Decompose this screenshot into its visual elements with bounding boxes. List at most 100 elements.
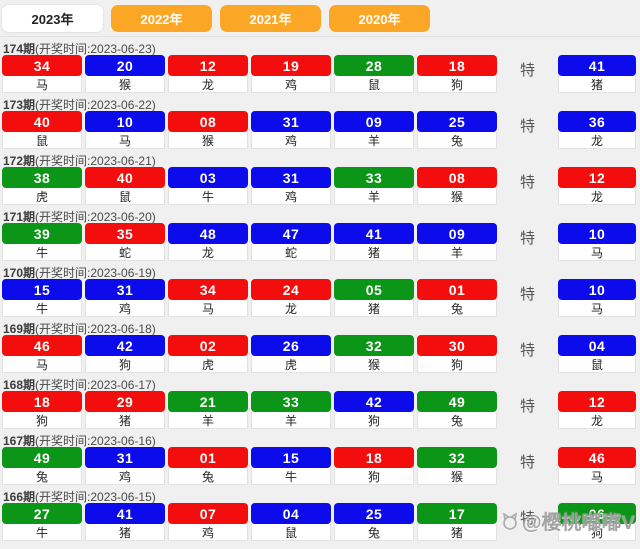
tab-year-2021[interactable]: 2021年: [220, 4, 321, 32]
ball-cell: 34 马: [2, 55, 82, 93]
ball-cell: 26 虎: [251, 335, 331, 373]
period-number: 168期: [3, 378, 36, 392]
ball-zodiac: 鼠: [251, 524, 331, 541]
ball-zodiac: 兔: [417, 132, 497, 149]
ball-number: 46: [558, 447, 636, 468]
ball-zodiac: 牛: [2, 244, 82, 261]
draw-block: 171期(开奖时间:2023-06-20) 39 牛 35 蛇 48 龙 47 …: [2, 206, 640, 262]
ball-zodiac: 狗: [334, 468, 414, 485]
ball-number: 39: [2, 223, 82, 244]
balls-row: 34 马 20 猴 12 龙 19 鸡 28 鼠 18 狗 特 41 猪: [2, 55, 640, 93]
ball-cell: 41 猪: [334, 223, 414, 261]
tab-year-2020[interactable]: 2020年: [329, 4, 430, 32]
draw-block: 169期(开奖时间:2023-06-18) 46 马 42 狗 02 虎 26 …: [2, 318, 640, 374]
ball-number: 33: [251, 391, 331, 412]
ball-cell: 10 马: [558, 223, 636, 261]
ball-zodiac: 鸡: [251, 76, 331, 93]
balls-row: 49 兔 31 鸡 01 兔 15 牛 18 狗 32 猴 特 46 马: [2, 447, 640, 485]
ball-number: 34: [2, 55, 82, 76]
ball-cell: 25 兔: [417, 111, 497, 149]
balls-row: 39 牛 35 蛇 48 龙 47 蛇 41 猪 09 羊 特 10 马: [2, 223, 640, 261]
ball-cell: 02 虎: [168, 335, 248, 373]
ball-number: 42: [334, 391, 414, 412]
ball-cell: 18 狗: [417, 55, 497, 93]
draw-time: (开奖时间:2023-06-23): [35, 42, 156, 56]
ball-number: 04: [251, 503, 331, 524]
ball-zodiac: 龙: [558, 188, 636, 205]
ball-zodiac: 鼠: [558, 356, 636, 373]
ball-cell: 40 鼠: [2, 111, 82, 149]
tab-year-2023[interactable]: 2023年: [2, 4, 103, 32]
ball-zodiac: 虎: [168, 356, 248, 373]
ball-zodiac: 马: [2, 76, 82, 93]
ball-number: 02: [168, 335, 248, 356]
ball-zodiac: 马: [558, 468, 636, 485]
period-header: 171期(开奖时间:2023-06-20): [2, 206, 640, 224]
ball-cell: 40 鼠: [85, 167, 165, 205]
period-number: 166期: [3, 490, 36, 504]
ball-cell: 31 鸡: [85, 279, 165, 317]
ball-number: 31: [251, 111, 331, 132]
ball-cell: 17 猪: [417, 503, 497, 541]
ball-cell: 41 猪: [558, 55, 636, 93]
ball-cell: 36 龙: [558, 111, 636, 149]
ball-cell: 31 鸡: [251, 111, 331, 149]
draw-block: 170期(开奖时间:2023-06-19) 15 牛 31 鸡 34 马 24 …: [2, 262, 640, 318]
ball-zodiac: 狗: [2, 412, 82, 429]
ball-number: 27: [2, 503, 82, 524]
ball-zodiac: 龙: [251, 300, 331, 317]
ball-number: 25: [417, 111, 497, 132]
ball-number: 09: [417, 223, 497, 244]
ball-zodiac: 狗: [558, 524, 636, 541]
special-label: 特: [519, 230, 535, 247]
ball-zodiac: 马: [2, 356, 82, 373]
ball-cell: 15 牛: [2, 279, 82, 317]
draw-block: 168期(开奖时间:2023-06-17) 18 狗 29 猪 21 羊 33 …: [2, 374, 640, 430]
ball-zodiac: 猪: [85, 412, 165, 429]
ball-cell: 05 猪: [334, 279, 414, 317]
ball-cell: 33 羊: [334, 167, 414, 205]
ball-number: 10: [558, 223, 636, 244]
ball-cell: 46 马: [2, 335, 82, 373]
ball-cell: 20 猴: [85, 55, 165, 93]
ball-zodiac: 马: [85, 132, 165, 149]
period-number: 173期: [3, 98, 36, 112]
ball-number: 03: [168, 167, 248, 188]
period-header: 173期(开奖时间:2023-06-22): [2, 94, 640, 112]
ball-cell: 25 兔: [334, 503, 414, 541]
period-number: 169期: [3, 322, 36, 336]
draw-results-list: 174期(开奖时间:2023-06-23) 34 马 20 猴 12 龙 19 …: [0, 37, 640, 542]
draw-time: (开奖时间:2023-06-17): [35, 378, 156, 392]
ball-cell: 18 狗: [334, 447, 414, 485]
ball-zodiac: 牛: [2, 524, 82, 541]
ball-number: 46: [2, 335, 82, 356]
ball-zodiac: 兔: [168, 468, 248, 485]
draw-block: 173期(开奖时间:2023-06-22) 40 鼠 10 马 08 猴 31 …: [2, 94, 640, 150]
ball-number: 01: [417, 279, 497, 300]
balls-row: 15 牛 31 鸡 34 马 24 龙 05 猪 01 兔 特 10 马: [2, 279, 640, 317]
ball-zodiac: 龙: [168, 76, 248, 93]
ball-number: 18: [417, 55, 497, 76]
ball-number: 05: [334, 279, 414, 300]
draw-block: 167期(开奖时间:2023-06-16) 49 兔 31 鸡 01 兔 15 …: [2, 430, 640, 486]
ball-cell: 06 狗: [558, 503, 636, 541]
ball-zodiac: 虎: [251, 356, 331, 373]
ball-number: 49: [417, 391, 497, 412]
ball-number: 41: [85, 503, 165, 524]
ball-zodiac: 猪: [334, 244, 414, 261]
ball-cell: 34 马: [168, 279, 248, 317]
period-header: 169期(开奖时间:2023-06-18): [2, 318, 640, 336]
ball-cell: 30 狗: [417, 335, 497, 373]
ball-number: 47: [251, 223, 331, 244]
ball-number: 08: [168, 111, 248, 132]
special-label: 特: [519, 62, 535, 79]
ball-number: 28: [334, 55, 414, 76]
ball-zodiac: 猪: [558, 76, 636, 93]
tab-year-2022[interactable]: 2022年: [111, 4, 212, 32]
ball-zodiac: 兔: [334, 524, 414, 541]
ball-cell: 08 猴: [168, 111, 248, 149]
ball-number: 24: [251, 279, 331, 300]
ball-cell: 10 马: [558, 279, 636, 317]
ball-zodiac: 鼠: [2, 132, 82, 149]
ball-cell: 12 龙: [558, 391, 636, 429]
